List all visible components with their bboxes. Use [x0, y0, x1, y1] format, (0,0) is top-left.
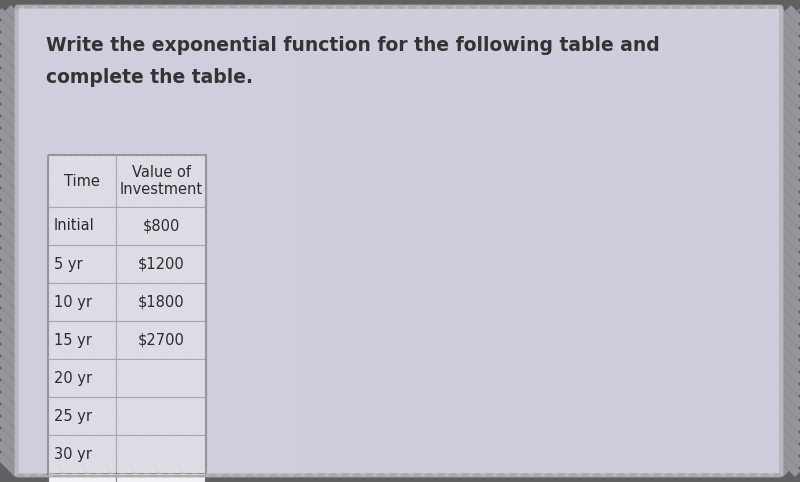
Bar: [116, 207, 206, 245]
Text: Value of
Investment: Value of Investment: [119, 165, 202, 197]
Text: Time: Time: [64, 174, 100, 188]
Text: 5 yr: 5 yr: [54, 256, 82, 271]
Bar: [116, 155, 206, 207]
Bar: [116, 359, 206, 397]
Text: $2700: $2700: [138, 333, 185, 348]
Bar: [48, 397, 116, 435]
Text: 10 yr: 10 yr: [54, 295, 92, 309]
Bar: [116, 473, 206, 482]
Bar: [48, 321, 116, 359]
Text: 15 yr: 15 yr: [54, 333, 92, 348]
Bar: [48, 155, 206, 482]
Bar: [48, 245, 116, 283]
Text: $800: $800: [142, 218, 180, 233]
Bar: [48, 155, 116, 207]
Text: complete the table.: complete the table.: [46, 68, 253, 87]
Bar: [116, 435, 206, 473]
Bar: [48, 359, 116, 397]
Text: Write the exponential function for the following table and: Write the exponential function for the f…: [46, 36, 660, 55]
Bar: [48, 473, 116, 482]
Text: 30 yr: 30 yr: [54, 446, 92, 461]
Text: Initial: Initial: [54, 218, 94, 233]
Bar: [116, 245, 206, 283]
Bar: [48, 207, 116, 245]
Bar: [116, 397, 206, 435]
Text: $1800: $1800: [138, 295, 184, 309]
Text: 20 yr: 20 yr: [54, 371, 92, 386]
Bar: [48, 435, 116, 473]
Bar: [116, 283, 206, 321]
Bar: [48, 283, 116, 321]
Bar: [116, 321, 206, 359]
Text: $1200: $1200: [138, 256, 184, 271]
Bar: [18, 8, 298, 474]
Text: 25 yr: 25 yr: [54, 409, 92, 424]
